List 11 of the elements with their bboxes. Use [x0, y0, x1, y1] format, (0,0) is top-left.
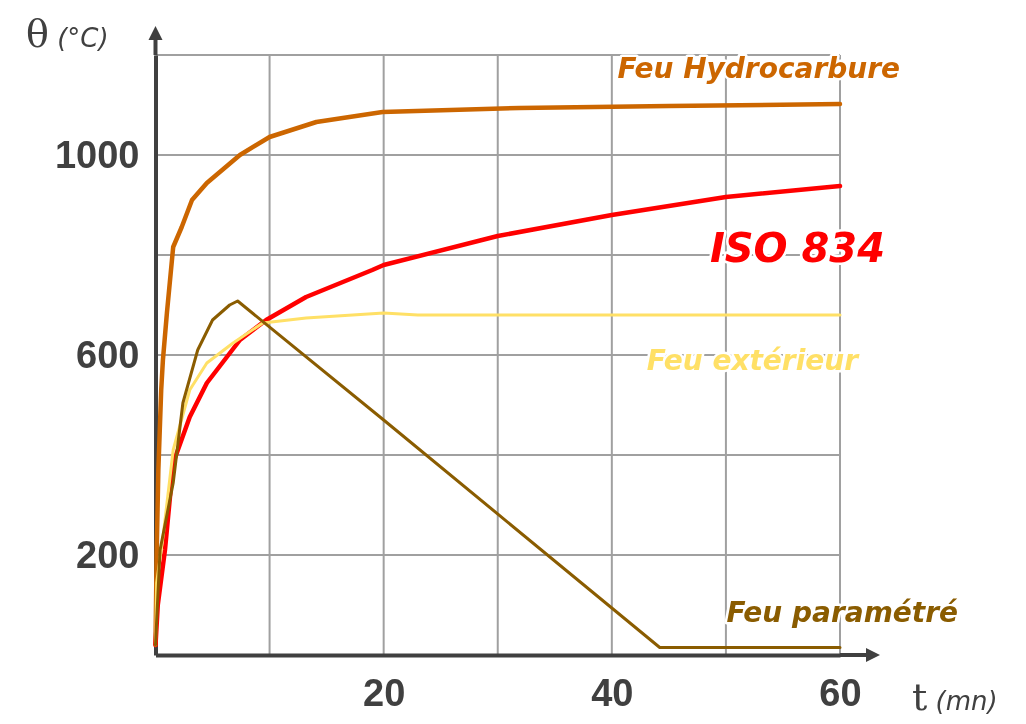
series-label: Feu paramétré: [726, 596, 958, 629]
x-tick-label: 40: [591, 671, 634, 714]
y-axis-title: θ (°C): [26, 12, 109, 56]
y-tick-label: 1000: [54, 133, 140, 176]
x-axis-title: t (mn): [912, 675, 998, 719]
x-tick-label: 20: [363, 671, 406, 714]
y-tick-label: 600: [76, 333, 140, 376]
x-tick-label: 60: [819, 671, 862, 714]
series-label: Feu Hydrocarbure: [617, 52, 900, 85]
series-label: ISO 834: [709, 225, 885, 271]
y-tick-label: 200: [76, 533, 140, 576]
